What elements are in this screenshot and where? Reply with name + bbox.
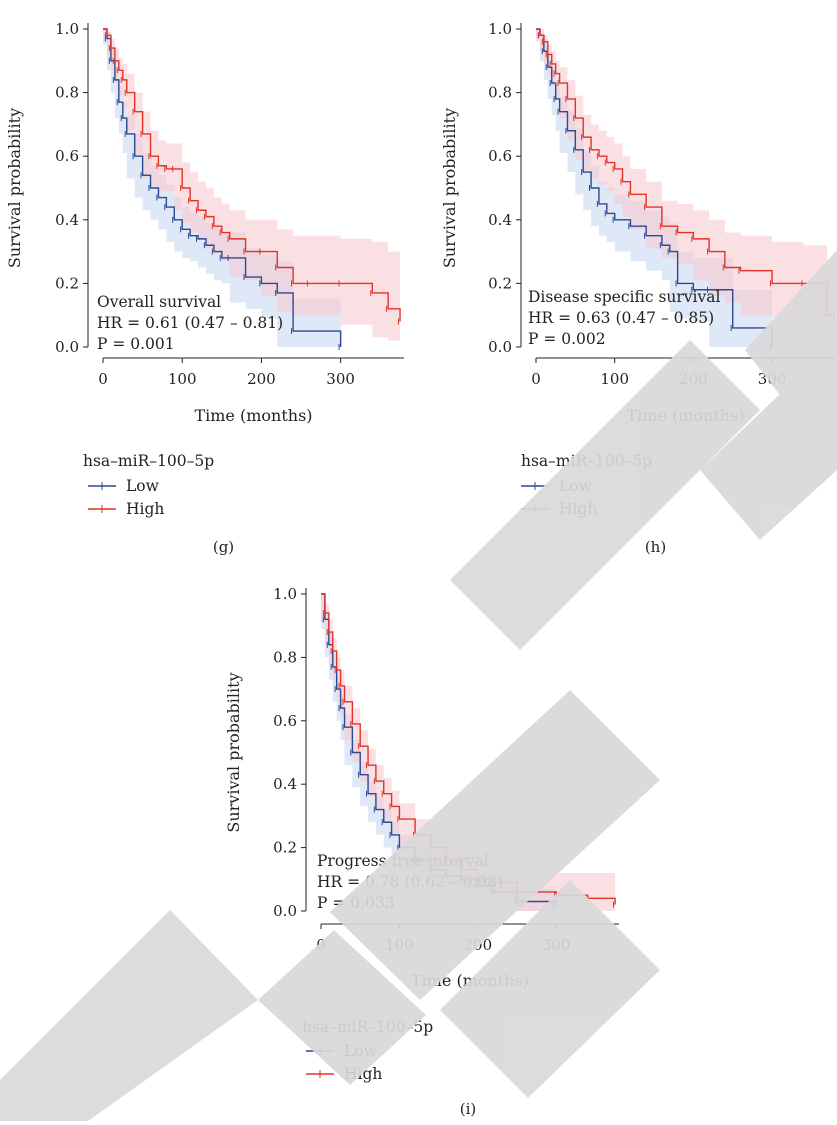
confidence-band-high: [536, 29, 835, 341]
annotation-line: Disease specific survival: [528, 288, 720, 306]
watermark-stroke: [700, 340, 837, 540]
y-tick-label: 0.6: [55, 147, 79, 165]
y-tick-label: 0.0: [273, 902, 297, 920]
y-tick-label: 0.0: [55, 338, 79, 356]
y-tick-label: 0.2: [273, 839, 297, 857]
confidence-band-high: [103, 29, 401, 341]
confidence-band-high: [321, 594, 616, 911]
x-tick-label: 0: [531, 370, 541, 388]
survival-curve-low: [103, 28, 342, 347]
x-axis-label: Time (months): [194, 406, 312, 425]
survival-curve-high: [103, 28, 401, 322]
y-tick-label: 0.8: [273, 648, 297, 666]
x-tick-label: 200: [247, 370, 276, 388]
x-tick-label: 100: [600, 370, 629, 388]
panel-caption: (h): [645, 538, 666, 556]
y-tick-label: 0.0: [488, 338, 512, 356]
y-tick-label: 0.2: [55, 274, 79, 292]
watermark-stroke: [0, 910, 258, 1121]
survival-curve-high: [536, 28, 835, 316]
legend-label-low: Low: [126, 477, 160, 495]
annotation-line: P = 0.002: [528, 330, 606, 348]
y-tick-label: 1.0: [55, 20, 79, 38]
annotation-line: Overall survival: [97, 293, 221, 311]
y-tick-label: 0.4: [488, 211, 512, 229]
annotation-line: HR = 0.63 (0.47 – 0.85): [528, 309, 714, 327]
watermark-stroke: [330, 690, 660, 1000]
x-tick-label: 0: [98, 370, 108, 388]
legend-title: hsa–miR–100–5p: [83, 452, 214, 470]
km-panel-1: 0.0 0.2 0.4 0.6 0.8 1.0 0 100 200 300 Time (months…: [5, 20, 404, 556]
watermark-stroke: [258, 930, 426, 1085]
annotation-line: HR = 0.61 (0.47 – 0.81): [97, 314, 283, 332]
y-axis-label: Survival probability: [5, 108, 24, 268]
y-tick-label: 0.4: [55, 211, 79, 229]
y-tick-label: 0.6: [488, 147, 512, 165]
y-tick-label: 0.8: [55, 84, 79, 102]
y-axis-label: Survival probability: [224, 672, 243, 832]
y-tick-label: 0.4: [273, 775, 297, 793]
x-tick-label: 100: [168, 370, 197, 388]
survival-curve-low: [536, 28, 773, 347]
legend-label-high: High: [126, 500, 164, 518]
y-axis-label: Survival probability: [440, 108, 459, 268]
panel-caption: (g): [213, 538, 234, 556]
y-tick-label: 0.6: [273, 712, 297, 730]
watermark-stroke: [450, 340, 760, 650]
x-tick-label: 300: [326, 370, 355, 388]
y-tick-label: 1.0: [273, 585, 297, 603]
panel-caption: (i): [460, 1100, 477, 1118]
y-tick-label: 0.8: [488, 84, 512, 102]
y-tick-label: 0.2: [488, 274, 512, 292]
watermark-stroke: [440, 880, 660, 1098]
confidence-band-low: [321, 594, 557, 911]
annotation-line: P = 0.001: [97, 335, 175, 353]
y-tick-label: 1.0: [488, 20, 512, 38]
watermark: [0, 250, 837, 1121]
